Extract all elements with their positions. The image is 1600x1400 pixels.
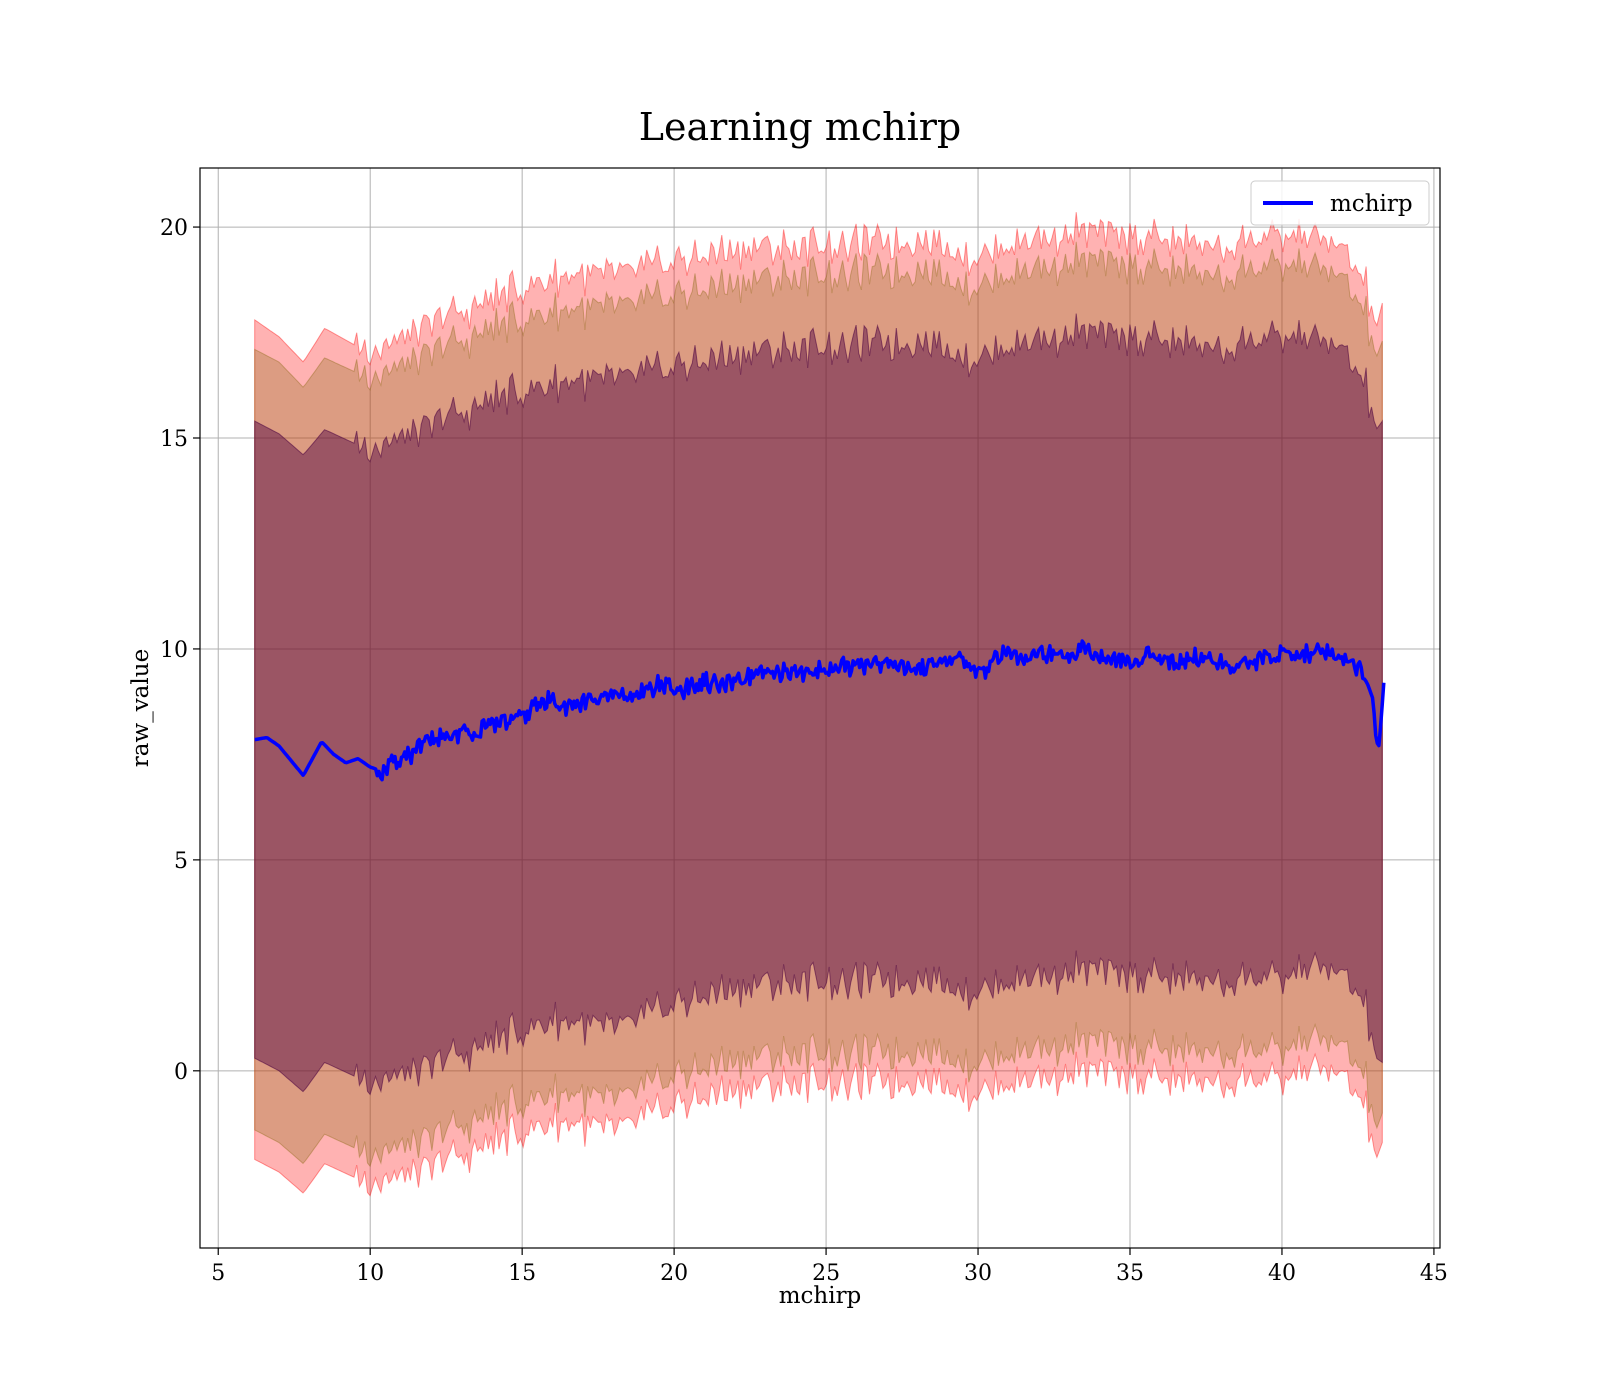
- chart-title: Learning mchirp: [639, 105, 961, 149]
- y-axis-label: raw_value: [128, 649, 154, 767]
- confidence-band: [254, 212, 1383, 1197]
- x-tick-label: 20: [660, 1261, 688, 1286]
- plot-frame: [199, 167, 1441, 1249]
- confidence-band: [254, 313, 1383, 1096]
- x-tick-label: 15: [508, 1261, 536, 1286]
- x-tick-label: 25: [812, 1261, 840, 1286]
- legend: mchirp: [1250, 180, 1430, 226]
- confidence-band: [254, 241, 1383, 1168]
- x-tick-label: 30: [964, 1261, 992, 1286]
- x-tick-label: 10: [356, 1261, 384, 1286]
- x-axis-label: mchirp: [779, 1283, 862, 1309]
- y-tick-label: 20: [160, 216, 188, 241]
- y-tick-label: 5: [174, 849, 188, 874]
- x-tick-label: 35: [1116, 1261, 1144, 1286]
- axis-ticks: 5 10 15 20 25 30 35 40 45 0 5 10 15 20: [160, 216, 1448, 1286]
- confidence-bands: [254, 212, 1383, 1197]
- legend-box: [1250, 180, 1430, 226]
- y-tick-label: 15: [160, 427, 188, 452]
- x-tick-label: 45: [1420, 1261, 1448, 1286]
- y-tick-label: 10: [160, 638, 188, 663]
- y-tick-label: 0: [174, 1060, 188, 1085]
- x-tick-label: 5: [211, 1261, 225, 1286]
- series-line-mchirp: [254, 639, 1386, 782]
- series-lines: [254, 639, 1386, 782]
- x-tick-label: 40: [1268, 1261, 1296, 1286]
- legend-label-mchirp: mchirp: [1330, 191, 1413, 217]
